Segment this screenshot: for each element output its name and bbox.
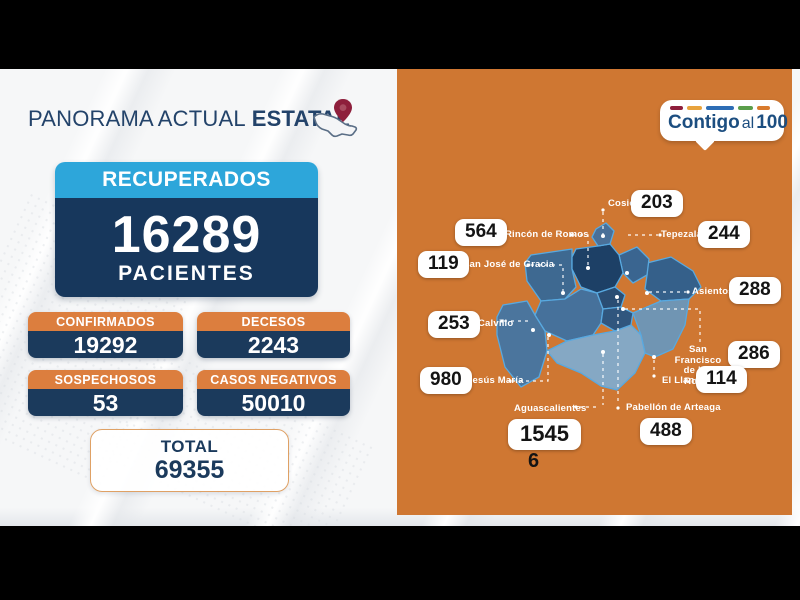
contigo-al-100-logo: Contigo al 100 — [660, 100, 788, 151]
total-label: TOTAL — [160, 437, 219, 456]
map-label-calvillo: Calvillo — [478, 318, 514, 329]
map-label-cosio: Cosio — [608, 198, 636, 209]
map-label-asientos: Asientos — [692, 286, 734, 297]
map-label-jesusmaria: Jesús María — [467, 375, 524, 386]
slide-background: PANORAMA ACTUAL ESTATAL RECUPERADOS 16289… — [0, 69, 800, 526]
logo-word-contigo: Contigo — [668, 111, 740, 133]
map-value-rincon: 564 — [455, 219, 507, 246]
map-value-cosio: 203 — [631, 190, 683, 217]
municipality-shape-pabellon — [596, 286, 626, 310]
logo-word-100: 100 — [756, 111, 788, 133]
map-value-aguascalientes-overflow: 6 — [528, 450, 540, 472]
municipality-shape-calvillo — [496, 300, 548, 388]
stat-value: 19292 — [28, 331, 183, 358]
page-title-regular: PANORAMA ACTUAL — [28, 106, 246, 131]
logo-word-al: al — [741, 114, 755, 132]
total-value: 69355 — [154, 456, 225, 484]
stat-card-decesos: DECESOS 2243 — [197, 312, 350, 358]
stat-label: CONFIRMADOS — [28, 312, 183, 331]
map-label-tepezala: Tepezalá — [661, 229, 703, 240]
stat-card-confirmados: CONFIRMADOS 19292 — [28, 312, 183, 358]
total-card: TOTAL 69355 — [90, 429, 289, 492]
aguascalientes-map — [496, 208, 702, 410]
map-value-aguascalientes: 1545 — [508, 419, 581, 450]
municipality-shape-aguascalientes — [546, 324, 646, 391]
stat-label: CASOS NEGATIVOS — [197, 370, 350, 389]
map-label-rincon: Rincón de Romos — [505, 229, 589, 240]
recovered-value: 16289 — [111, 206, 262, 264]
stat-label: DECESOS — [197, 312, 350, 331]
recovered-unit: PACIENTES — [118, 262, 255, 285]
map-value-calvillo: 253 — [428, 311, 480, 338]
region-dots — [500, 208, 690, 410]
stat-card-sospechosos: SOSPECHOSOS 53 — [28, 370, 183, 416]
recovered-card-body: 16289 PACIENTES — [55, 198, 318, 297]
stat-value: 2243 — [197, 331, 350, 358]
map-value-tepezala: 244 — [698, 221, 750, 248]
municipality-shape-rincon — [571, 243, 624, 294]
stat-label: SOSPECHOSOS — [28, 370, 183, 389]
map-value-jesusmaria: 980 — [420, 367, 472, 394]
logo-text: Contigo al 100 — [668, 111, 788, 134]
connector-lines — [504, 212, 701, 408]
map-value-sanjose: 119 — [418, 251, 469, 278]
map-value-sanfrancisco: 286 — [728, 341, 780, 368]
mexico-pin-icon — [313, 99, 358, 138]
municipality-shape-tepezala — [618, 246, 650, 284]
stat-value: 50010 — [197, 389, 350, 416]
map-label-aguascalientes: Aguascalientes — [514, 403, 587, 414]
map-label-pabellon: Pabellón de Arteaga — [626, 402, 721, 413]
map-value-asientos: 288 — [729, 277, 781, 304]
page-title: PANORAMA ACTUAL ESTATAL — [28, 106, 350, 132]
stat-card-casos-negativos: CASOS NEGATIVOS 50010 — [197, 370, 350, 416]
map-value-elllano: 114 — [696, 366, 747, 393]
state-map-panel: Contigo al 100 Cosio 203 564 Rincón de Rom… — [397, 69, 792, 515]
map-label-elllano: El Llano — [662, 375, 701, 386]
logo-color-dashes — [670, 106, 774, 110]
recovered-card: RECUPERADOS 16289 PACIENTES — [55, 162, 318, 297]
map-value-pabellon: 488 — [640, 418, 692, 445]
recovered-card-header: RECUPERADOS — [55, 162, 318, 198]
municipality-shape-sanjose — [524, 248, 577, 302]
municipality-shape-sanfrancisco — [600, 306, 634, 332]
map-label-sanjose: San José de Gracia — [463, 259, 555, 270]
stat-value: 53 — [28, 389, 183, 416]
